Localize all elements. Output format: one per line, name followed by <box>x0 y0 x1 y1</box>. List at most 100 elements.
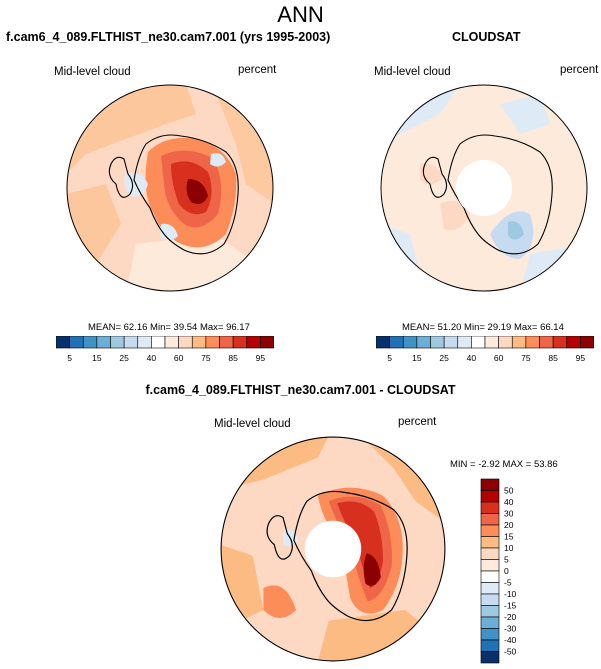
colorbar-swatch <box>96 336 111 349</box>
colorbar-swatch <box>480 651 500 664</box>
colorbar-swatch <box>471 336 486 349</box>
panel1-variable: Mid-level cloud <box>54 66 131 78</box>
colorbar-tick-label: 15 <box>504 532 514 542</box>
colorbar-swatch <box>480 628 500 641</box>
panel2-polar-map <box>380 84 588 292</box>
colorbar-swatch <box>480 536 500 549</box>
panel2-colorbar-ticks: 5 15 25 40 60 75 85 95 <box>387 353 585 363</box>
panel2-missing-data-hole <box>456 160 512 216</box>
panel3-polar-map <box>220 436 446 662</box>
colorbar-swatch <box>137 336 152 349</box>
colorbar-swatch <box>430 336 445 349</box>
colorbar-tick-label: 95 <box>256 353 266 363</box>
colorbar-swatch <box>246 336 261 349</box>
colorbar-swatch <box>552 336 568 349</box>
colorbar-tick-label: 0 <box>504 566 509 576</box>
colorbar-swatch <box>402 336 418 349</box>
panel3-missing-data-hole <box>304 520 362 578</box>
panel1-units: percent <box>238 64 277 76</box>
colorbar-tick-label: 5 <box>504 555 509 565</box>
colorbar-swatch <box>164 336 179 349</box>
colorbar-swatch <box>525 336 540 349</box>
colorbar-swatch <box>416 336 431 349</box>
panel3-variable: Mid-level cloud <box>214 418 291 430</box>
panel1-field-max <box>186 179 208 204</box>
colorbar-tick-label: 50 <box>504 486 514 496</box>
colorbar-tick-label: 60 <box>494 353 504 363</box>
colorbar-swatch <box>151 336 166 349</box>
colorbar-swatch <box>110 336 125 349</box>
colorbar-swatch <box>82 336 98 349</box>
colorbar-swatch <box>376 336 390 349</box>
colorbar-tick-label: -10 <box>504 589 517 599</box>
panel1-colorbar-swatches <box>56 336 274 349</box>
colorbar-tick-label: 25 <box>439 353 449 363</box>
panel2-title: CLOUDSAT <box>452 30 521 44</box>
panel2-colorbar: 5 15 25 40 60 75 85 95 <box>376 336 594 363</box>
panel1-polar-map <box>66 84 274 292</box>
panel1-field-low-ross <box>160 223 178 240</box>
colorbar-swatch <box>484 336 499 349</box>
page-title: ANN <box>277 2 324 27</box>
colorbar-swatch <box>480 559 500 572</box>
colorbar-tick-label: 10 <box>504 543 514 553</box>
colorbar-swatch <box>260 336 274 349</box>
colorbar-swatch <box>580 336 594 349</box>
colorbar-tick-label: 85 <box>548 353 558 363</box>
colorbar-tick-label: -30 <box>504 624 517 634</box>
colorbar-swatch <box>480 490 500 503</box>
colorbar-tick-label: 30 <box>504 509 514 519</box>
colorbar-swatch <box>480 582 500 595</box>
colorbar-tick-label: 60 <box>174 353 184 363</box>
colorbar-tick-label: 15 <box>412 353 422 363</box>
panel2-variable: Mid-level cloud <box>374 66 451 78</box>
panel1-coastline <box>108 134 239 255</box>
colorbar-tick-label: 95 <box>576 353 586 363</box>
colorbar-swatch <box>178 336 193 349</box>
colorbar-tick-label: 25 <box>119 353 129 363</box>
colorbar-tick-label: -20 <box>504 612 517 622</box>
colorbar-swatch <box>205 336 220 349</box>
colorbar-swatch <box>480 524 500 537</box>
colorbar-swatch <box>511 336 527 349</box>
panel1-field-low-east <box>210 153 226 167</box>
colorbar-swatch <box>389 336 404 349</box>
colorbar-tick-label: 5 <box>387 353 392 363</box>
colorbar-swatch <box>480 478 500 491</box>
colorbar-tick-label: 20 <box>504 520 514 530</box>
colorbar-tick-label: -50 <box>504 647 517 657</box>
colorbar-swatch <box>219 336 234 349</box>
panel2-field-patch-n <box>500 94 550 134</box>
colorbar-tick-label: 75 <box>201 353 211 363</box>
colorbar-swatch <box>69 336 84 349</box>
panel3-colorbar-swatches <box>480 478 500 664</box>
colorbar-swatch <box>539 336 554 349</box>
colorbar-tick-label: -5 <box>504 578 512 588</box>
panel3-title: f.cam6_4_089.FLTHIST_ne30.cam7.001 - CLO… <box>145 383 456 397</box>
panel1-title: f.cam6_4_089.FLTHIST_ne30.cam7.001 (yrs … <box>6 30 331 44</box>
colorbar-swatch <box>443 336 459 349</box>
panel3-units: percent <box>398 416 437 428</box>
colorbar-swatch <box>480 513 500 526</box>
panel2-coastline <box>422 134 553 255</box>
colorbar-swatch <box>566 336 581 349</box>
colorbar-swatch <box>457 336 472 349</box>
colorbar-swatch <box>480 501 500 514</box>
colorbar-tick-label: 40 <box>467 353 477 363</box>
colorbar-swatch <box>123 336 139 349</box>
panel2-units: percent <box>560 64 599 76</box>
colorbar-swatch <box>480 639 500 652</box>
panel2-colorbar-swatches <box>376 336 594 349</box>
panel2-field-high-west <box>440 200 470 230</box>
colorbar-swatch <box>498 336 513 349</box>
panel3-field-patch-sw <box>263 585 297 618</box>
colorbar-tick-label: -15 <box>504 601 517 611</box>
colorbar-tick-label: -40 <box>504 635 517 645</box>
colorbar-swatch <box>480 570 500 583</box>
colorbar-swatch <box>480 616 500 629</box>
panel2-stats: MEAN= 51.20 Min= 29.19 Max= 66.14 <box>402 322 564 333</box>
colorbar-swatch <box>480 593 500 606</box>
panel3-stats: MIN = -2.92 MAX = 53.86 <box>450 459 558 470</box>
